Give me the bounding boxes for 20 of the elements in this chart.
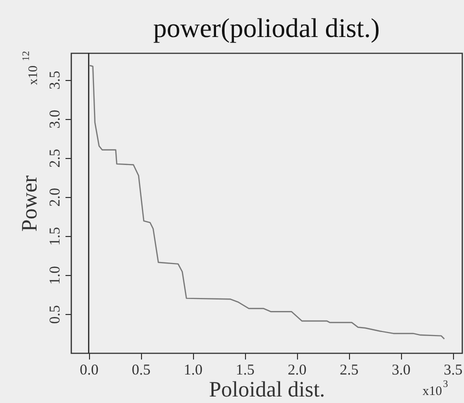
y-tick-label: 3.5 <box>48 70 64 90</box>
x-tick-label: 2.5 <box>340 362 359 378</box>
x-tick-label: 2.0 <box>288 362 307 378</box>
x-axis-title: Poloidal dist. <box>208 376 326 402</box>
y-tick-label: 1.0 <box>48 266 64 285</box>
x-tick-label: 3.5 <box>444 362 463 378</box>
x-tick-label: 1.0 <box>184 362 203 378</box>
x-tick-label: 3.0 <box>392 362 411 378</box>
y-tick-label: 2.0 <box>48 188 64 207</box>
chart-title: power(poliodal dist.) <box>153 13 380 43</box>
y-tick-label: 0.5 <box>48 305 64 324</box>
text: x1012 <box>21 51 40 85</box>
x-tick-label: 0.0 <box>80 362 99 378</box>
line-series <box>89 64 445 340</box>
y-tick-label: 3.0 <box>48 110 64 128</box>
x-tick-label: 0.5 <box>132 362 151 378</box>
y-axis-title: Power <box>16 174 42 232</box>
x-tick-label: 1.5 <box>236 362 255 378</box>
y-tick-label: 2.5 <box>48 148 64 168</box>
y-tick-label: 1.5 <box>48 226 64 246</box>
